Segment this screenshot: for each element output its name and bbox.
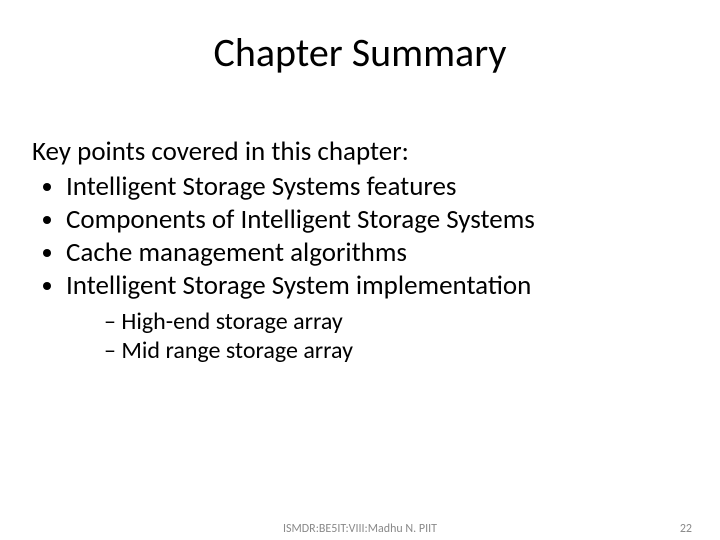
bullet-list: Intelligent Storage Systems features Com…: [32, 171, 688, 365]
list-item: Components of Intelligent Storage System…: [66, 204, 688, 237]
list-item: Intelligent Storage Systems features: [66, 171, 688, 204]
list-item: High-end storage array: [104, 307, 688, 336]
slide-body: Key points covered in this chapter: Inte…: [32, 136, 688, 365]
sub-bullet-list: High-end storage array Mid range storage…: [66, 307, 688, 366]
list-item-label: Intelligent Storage System implementatio…: [66, 269, 531, 302]
list-item: Mid range storage array: [104, 336, 688, 365]
intro-text: Key points covered in this chapter:: [32, 136, 688, 169]
page-number: 22: [680, 522, 692, 536]
slide: Chapter Summary Key points covered in th…: [0, 0, 720, 540]
list-item: Cache management algorithms: [66, 237, 688, 270]
list-item: Intelligent Storage System implementatio…: [66, 270, 688, 365]
footer-center-text: ISMDR:BE5IT:VIII:Madhu N. PIIT: [0, 522, 720, 536]
slide-title: Chapter Summary: [0, 28, 720, 77]
